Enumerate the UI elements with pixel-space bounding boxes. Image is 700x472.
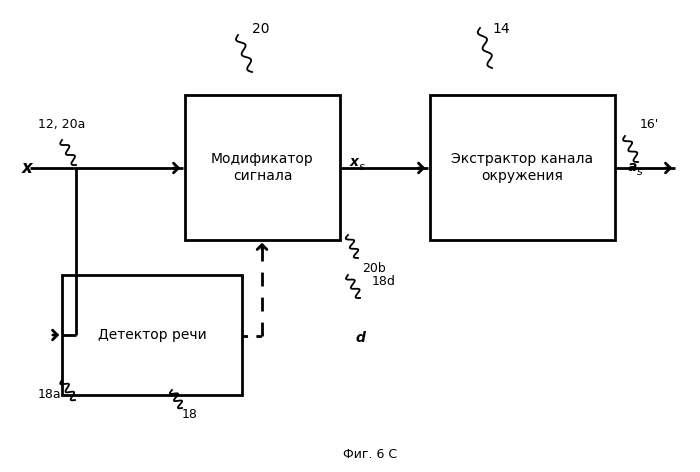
Text: x: x (22, 159, 33, 177)
Text: a: a (628, 160, 638, 174)
Text: x: x (350, 155, 359, 169)
Text: d: d (355, 331, 365, 345)
Bar (430, 95, 615, 240)
Bar (62, 275, 242, 395)
Text: 20: 20 (252, 22, 270, 36)
Text: 18: 18 (182, 408, 198, 421)
Text: 16': 16' (640, 118, 659, 131)
Bar (185, 95, 340, 240)
Text: s: s (359, 162, 365, 172)
Text: 12, 20a: 12, 20a (38, 118, 85, 131)
Text: 20b: 20b (362, 262, 386, 275)
Text: 14: 14 (492, 22, 510, 36)
Text: Фиг. 6 C: Фиг. 6 C (343, 448, 397, 461)
Text: 18a: 18a (38, 388, 62, 401)
Text: 18d: 18d (372, 275, 396, 288)
Text: Экстрактор канала
окружения: Экстрактор канала окружения (452, 152, 594, 183)
Text: s: s (637, 167, 643, 177)
Text: Детектор речи: Детектор речи (97, 328, 206, 342)
Text: Модификатор
сигнала: Модификатор сигнала (211, 152, 314, 183)
